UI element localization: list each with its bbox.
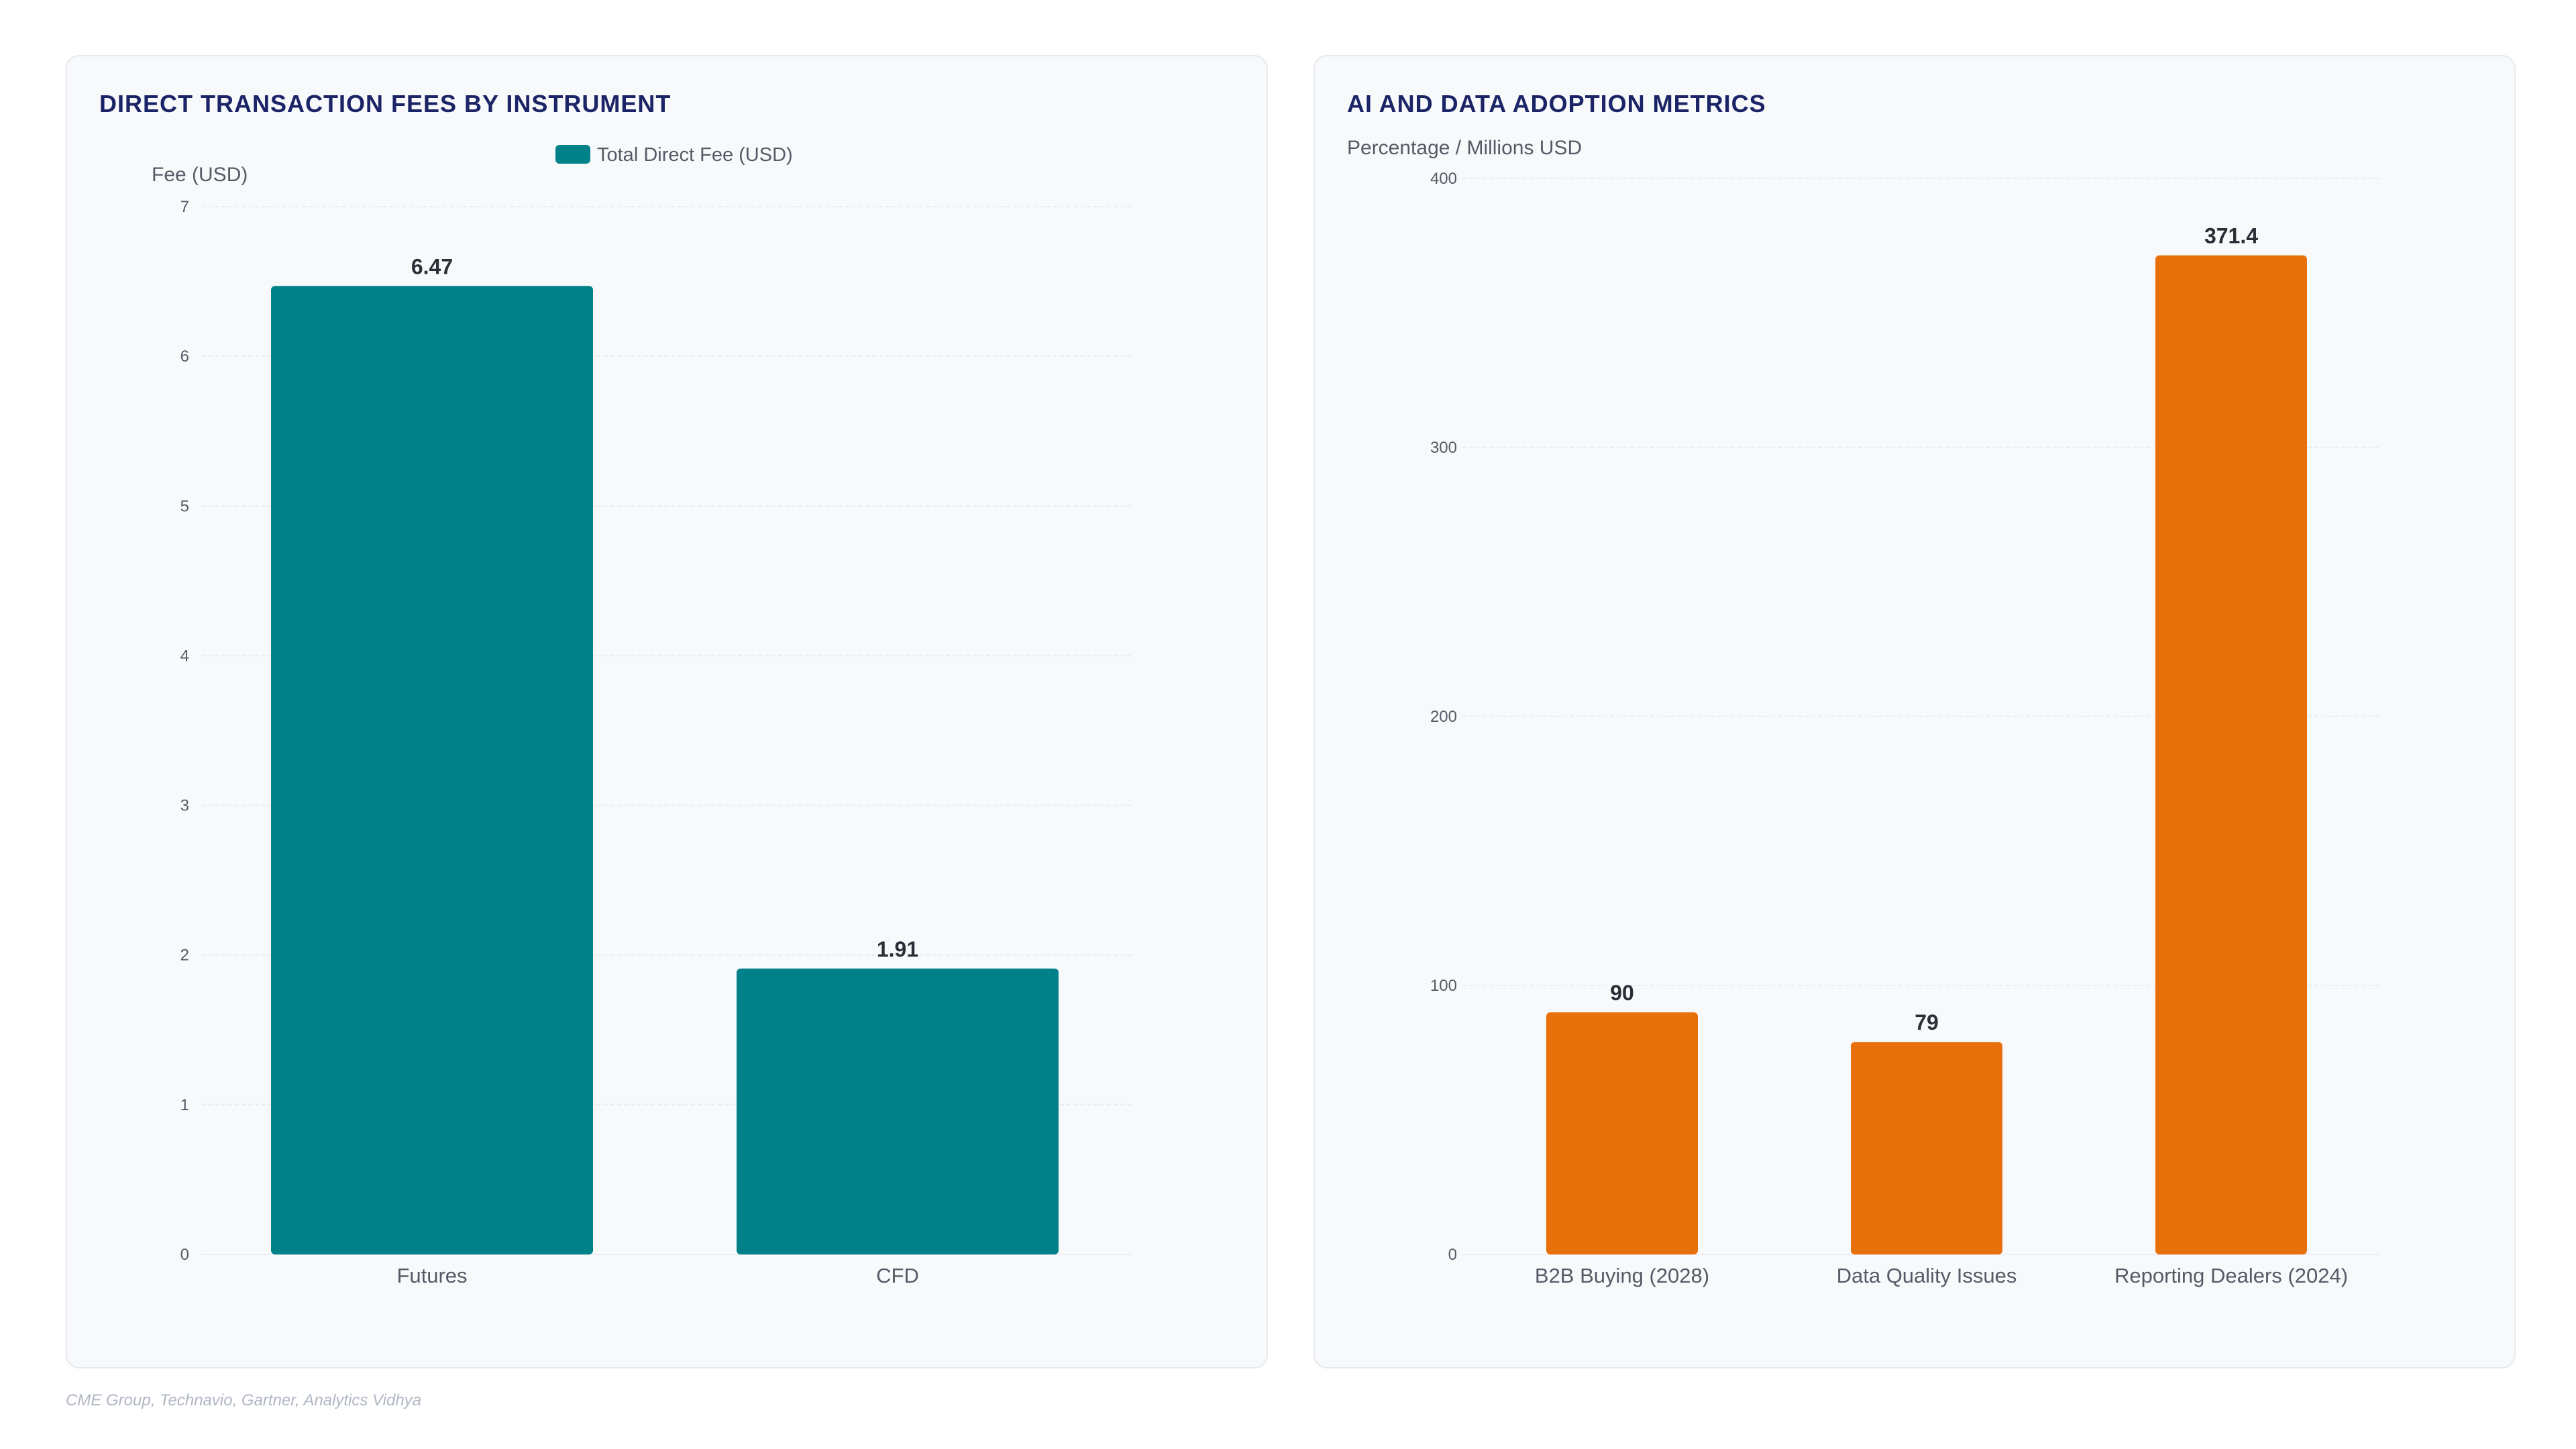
fees-y-axis-label: Fee (USD) [152, 164, 248, 186]
adoption-y-tick-label: 400 [1430, 170, 1457, 188]
fees-x-tick-label: CFD [876, 1264, 919, 1287]
fees-bar [271, 286, 593, 1254]
adoption-y-tick-label: 300 [1430, 439, 1457, 457]
fees-value-label: 6.47 [411, 254, 453, 278]
adoption-chart-title: AI AND DATA ADOPTION METRICS [1347, 90, 1766, 117]
fees-legend-label: Total Direct Fee (USD) [597, 144, 793, 166]
adoption-value-label: 79 [1915, 1010, 1939, 1034]
adoption-chart-panel: AI AND DATA ADOPTION METRICS 0 100 200 300 4… [1313, 55, 2516, 1368]
fees-y-tick-label: 6 [180, 347, 189, 366]
adoption-y-tick-label: 200 [1430, 708, 1457, 726]
fees-x-tick-label: Futures [396, 1264, 467, 1287]
adoption-x-tick-label: B2B Buying (2028) [1535, 1264, 1709, 1287]
fees-value-label: 1.91 [877, 937, 918, 961]
fees-chart-title: DIRECT TRANSACTION FEES BY INSTRUMENT [99, 90, 672, 117]
fees-legend-swatch [555, 145, 590, 164]
adoption-x-tick-label: Reporting Dealers (2024) [2114, 1264, 2348, 1287]
adoption-value-label: 90 [1610, 981, 1634, 1005]
source-note: CME Group, Technavio, Gartner, Analytics… [66, 1391, 422, 1409]
fees-chart-panel: DIRECT TRANSACTION FEES BY INSTRUMENT 0 1… [66, 55, 1268, 1368]
adoption-y-tick-label: 100 [1430, 977, 1457, 995]
fees-y-tick-label: 1 [180, 1096, 189, 1114]
fees-bar [737, 968, 1059, 1254]
fees-y-tick-label: 5 [180, 497, 189, 515]
adoption-y-tick-label: 0 [1448, 1246, 1457, 1264]
adoption-bar [1546, 1012, 1698, 1254]
fees-chart-svg: 0 1 2 3 4 5 6 7 Fee (USD) Total Direct Fee (USD) 6… [152, 144, 1131, 1287]
adoption-x-tick-label: Data Quality Issues [1837, 1264, 2017, 1287]
fees-y-tick-label: 2 [180, 947, 189, 965]
adoption-chart-svg: 0 100 200 300 400 Percentage / Millions USD 90… [1347, 137, 2380, 1287]
fees-y-tick-label: 0 [180, 1246, 189, 1264]
adoption-y-axis-label: Percentage / Millions USD [1347, 137, 1582, 159]
fees-y-tick-label: 7 [180, 198, 189, 216]
fees-y-tick-label: 3 [180, 797, 189, 815]
adoption-bar [2155, 255, 2307, 1254]
fees-y-tick-label: 4 [180, 647, 189, 665]
adoption-bar [1851, 1042, 2002, 1254]
adoption-value-label: 371.4 [2204, 224, 2258, 248]
